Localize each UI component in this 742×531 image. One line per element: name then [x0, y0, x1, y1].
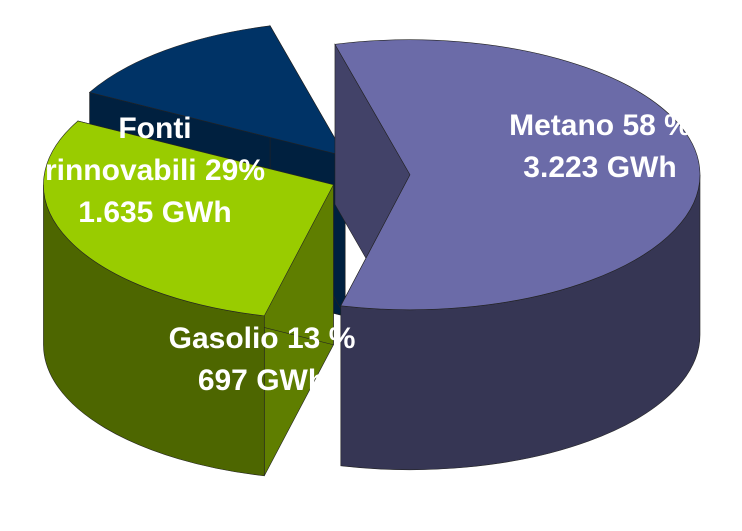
- category-label: Fonti rinnovabili: [44, 112, 197, 187]
- slice-label: Metano 58 % 3.223 GWh: [470, 105, 730, 189]
- category-label: Gasolio: [168, 322, 279, 355]
- category-label: Metano: [509, 109, 615, 142]
- value-label: 29%: [204, 154, 266, 187]
- slice: [88, 25, 346, 157]
- slice: [334, 39, 701, 311]
- slice-label: Fonti rinnovabili 29% 1.635 GWh: [42, 108, 268, 234]
- slice-label: Gasolio 13 % 697 GWh: [132, 318, 392, 402]
- energy-label: 1.635 GWh: [78, 196, 232, 229]
- energy-label: 697 GWh: [197, 364, 327, 397]
- value-label: 13 %: [286, 322, 356, 355]
- slice: [43, 120, 334, 317]
- energy-label: 3.223 GWh: [523, 151, 677, 184]
- value-label: 58 %: [622, 109, 691, 142]
